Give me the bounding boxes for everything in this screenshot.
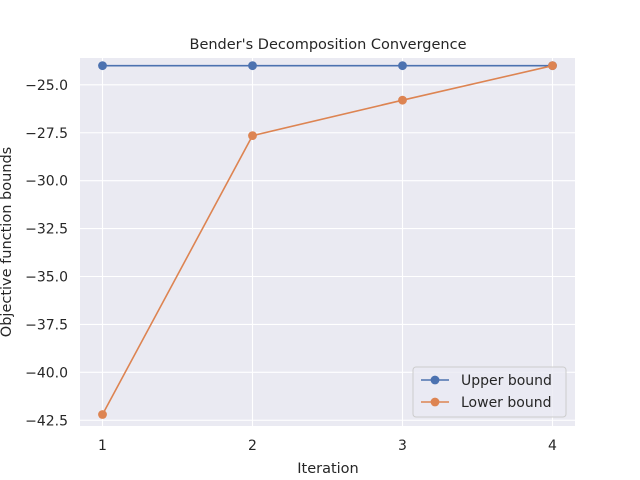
series-point-1: [98, 410, 107, 419]
y-tick-label: −40.0: [25, 365, 68, 381]
y-tick-label: −25.0: [25, 78, 68, 94]
x-tick-label: 4: [548, 438, 557, 454]
series-point-1: [248, 131, 257, 141]
legend-box: [412, 366, 567, 418]
y-tick-label: −30.0: [25, 174, 68, 190]
legend-label: Upper bound: [461, 373, 552, 389]
x-tick-label: 1: [98, 438, 107, 454]
x-axis-ticks: 1 2 3 4: [98, 438, 557, 454]
y-tick-label: −32.5: [25, 222, 68, 238]
y-tick-label: −35.0: [25, 270, 68, 286]
x-axis-label: Iteration: [297, 461, 359, 477]
plot-area: [80, 58, 575, 426]
y-tick-label: −42.5: [25, 413, 68, 429]
x-tick-label: 2: [248, 438, 257, 454]
legend-swatch-marker: [430, 375, 440, 385]
y-axis-label: Objective function bounds: [0, 147, 15, 337]
legend: Upper bound Lower bound: [412, 366, 567, 418]
legend-swatch-marker: [430, 397, 440, 407]
x-tick-label: 3: [398, 438, 407, 454]
series-layer: [98, 61, 557, 419]
series-point-0: [98, 61, 107, 71]
series-point-1: [548, 61, 557, 71]
series-point-0: [248, 61, 257, 71]
chart-title: Bender's Decomposition Convergence: [190, 37, 467, 53]
y-axis-ticks: −25.0 −27.5 −30.0 −32.5 −35.0 −37.5 −40.0 −42.5: [25, 78, 68, 429]
series-point-0: [398, 61, 407, 71]
series-line-1: [101, 64, 553, 415]
y-tick-label: −37.5: [25, 317, 68, 333]
series-point-1: [398, 95, 407, 105]
y-tick-label: −27.5: [25, 126, 68, 142]
legend-label: Lower bound: [461, 395, 551, 411]
